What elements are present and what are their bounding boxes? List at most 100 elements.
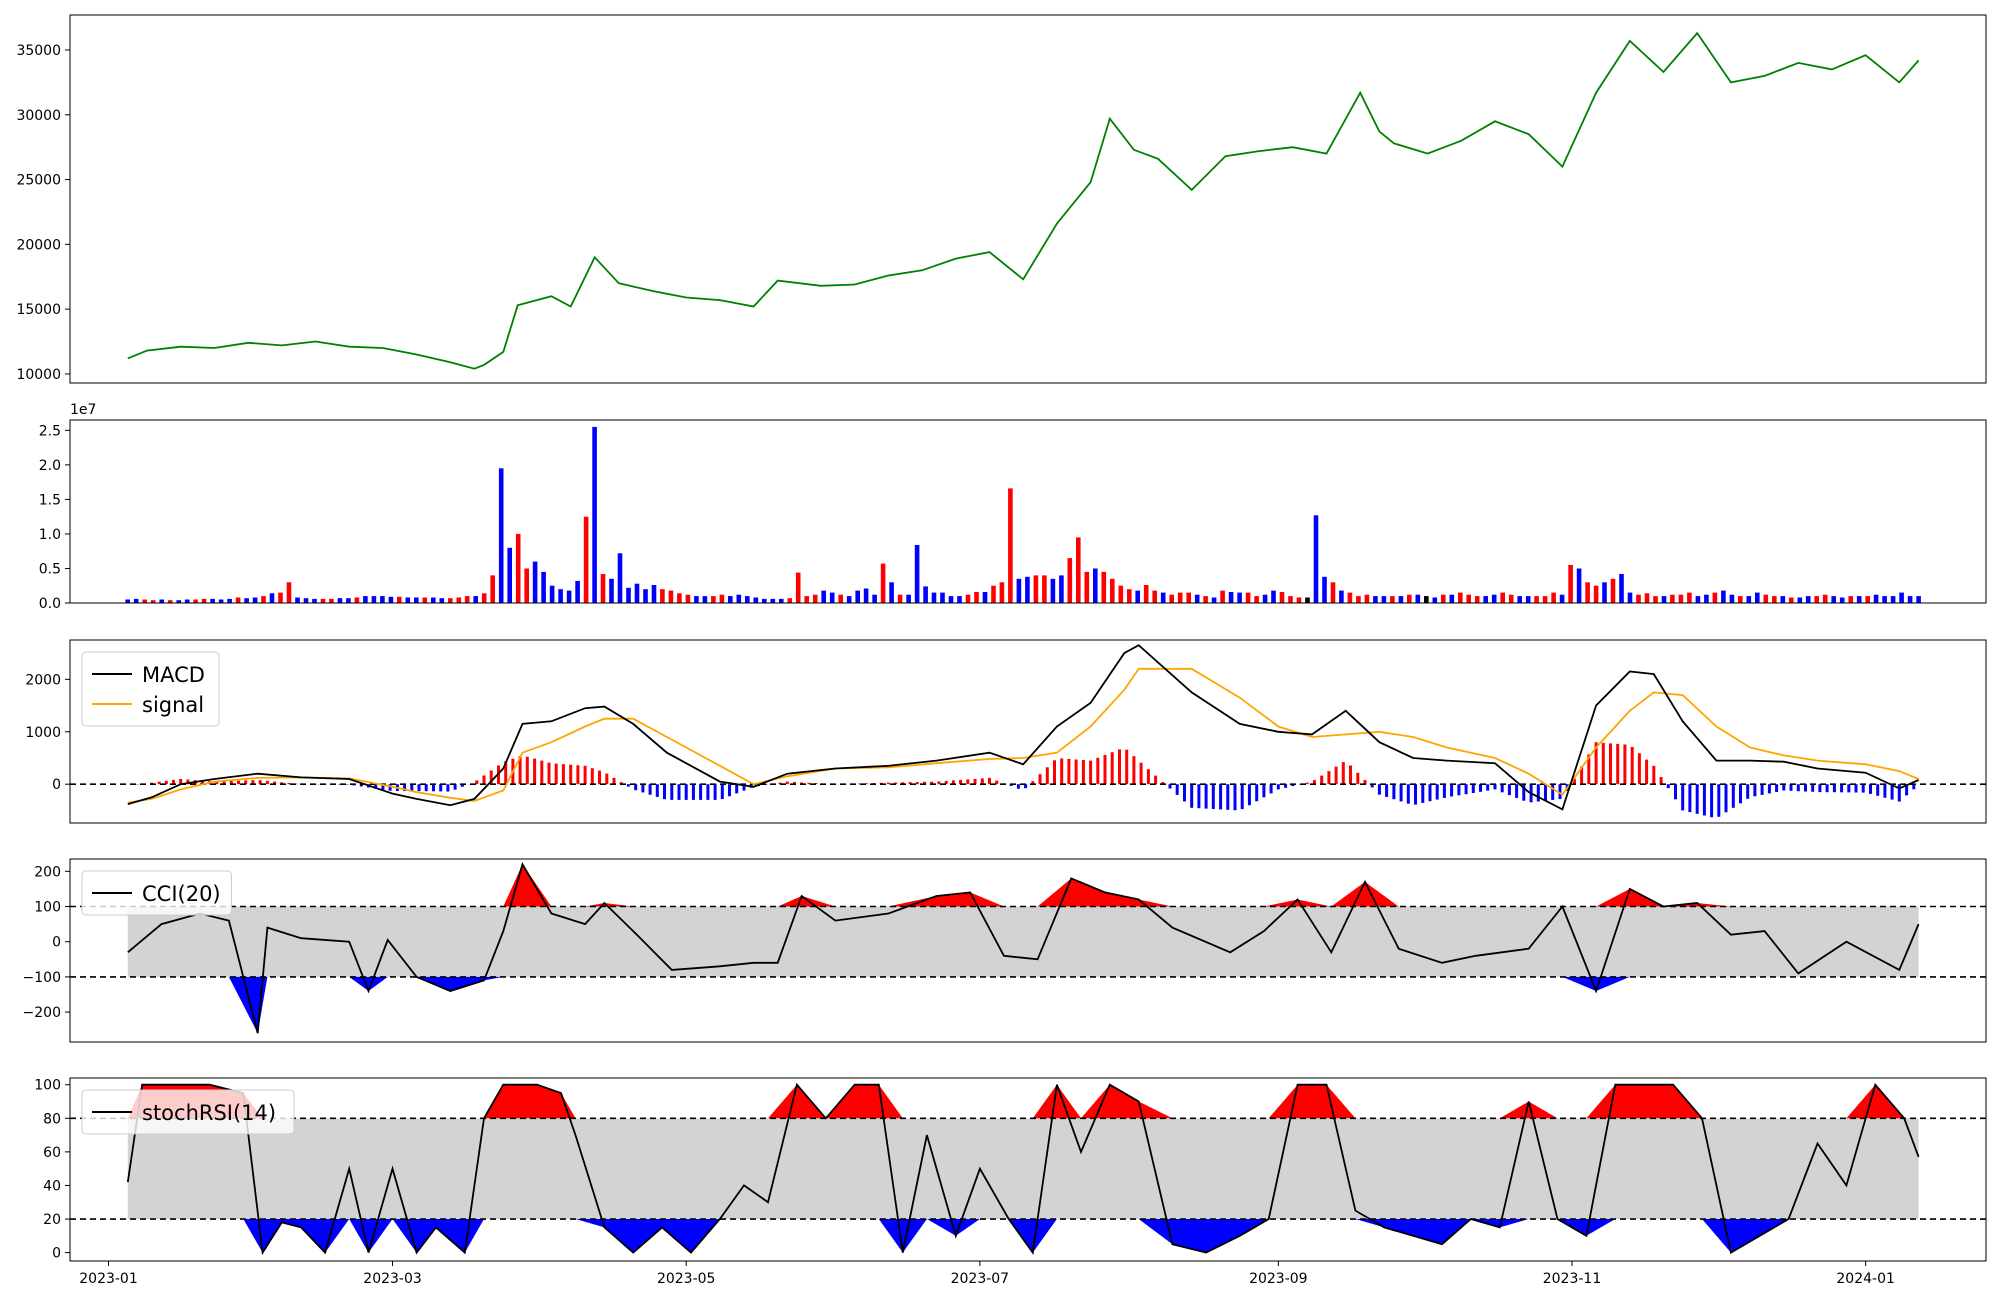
macd-histogram-bar (504, 761, 508, 785)
volume-panel: 1e7 0.0 0.5 1.0 1.5 2.0 2.5 (39, 402, 1987, 612)
volume-bar (1585, 582, 1590, 603)
macd-histogram-bar (1139, 762, 1143, 785)
macd-histogram-bar (988, 777, 991, 785)
volume-bar (1381, 596, 1387, 603)
volume-bar (1797, 597, 1803, 603)
macd-histogram-bar (1428, 784, 1432, 802)
volume-bar (1398, 596, 1404, 603)
legend-box (81, 651, 220, 727)
volume-bar (1152, 590, 1157, 603)
volume-bar (1110, 578, 1115, 603)
macd-histogram-bar (1471, 784, 1475, 793)
x-tick-label: 2023-03 (363, 1271, 422, 1287)
volume-bar (1865, 596, 1870, 603)
volume-bar (1721, 590, 1726, 603)
macd-histogram-bar (1327, 771, 1331, 785)
macd-histogram-bar (374, 784, 378, 789)
macd-histogram-bar (1377, 784, 1381, 795)
volume-bar (1873, 594, 1879, 603)
macd-histogram-bar (345, 784, 349, 785)
macd-histogram-bar (533, 758, 537, 785)
volume-bar (1627, 592, 1633, 603)
macd-histogram-bar (1507, 784, 1511, 796)
cci-band (127, 906, 1919, 977)
volume-bar (617, 553, 623, 603)
volume-bar (651, 585, 657, 603)
volume-bar (1534, 596, 1539, 603)
volume-bar (1899, 592, 1904, 603)
macd-histogram-bar (894, 782, 898, 785)
volume-bar (1449, 594, 1455, 603)
macd-histogram-bar (1905, 784, 1909, 796)
macd-histogram-bar (540, 760, 544, 785)
macd-histogram-bar (1305, 782, 1309, 785)
macd-histogram-bar (1897, 784, 1901, 802)
volume-bar (1738, 596, 1743, 603)
macd-histogram-bar (1435, 784, 1439, 800)
volume-bar (880, 563, 886, 603)
volume-bar (855, 590, 860, 603)
macd-histogram-bar (547, 762, 551, 785)
macd-histogram-bar (655, 784, 659, 797)
volume-bar (1712, 592, 1718, 603)
macd-histogram-bar (287, 783, 291, 785)
volume-bar (1177, 592, 1183, 603)
volume-bar (218, 599, 224, 603)
volume-bar (1653, 596, 1658, 603)
macd-histogram-bar (1594, 742, 1598, 785)
macd-histogram-bar (1464, 784, 1468, 795)
volume-bar (414, 597, 419, 603)
volume-bar (770, 598, 776, 603)
volume-bar (728, 596, 733, 603)
macd-histogram-bar (1284, 784, 1288, 788)
volume-bar (583, 516, 589, 603)
macd-histogram-bar (1739, 784, 1742, 804)
volume-bar (1593, 585, 1599, 603)
macd-histogram-bar (1060, 758, 1064, 785)
y-tick-label: 30000 (16, 108, 61, 124)
macd-histogram-bar (677, 784, 681, 800)
macd-histogram-bar (1016, 784, 1020, 789)
volume-bar (532, 561, 538, 603)
macd-histogram-bar (432, 784, 435, 792)
macd-histogram-bar (1587, 754, 1591, 785)
macd-histogram-bar (1515, 784, 1519, 798)
volume-bar (948, 596, 954, 603)
volume-bar (210, 598, 215, 603)
macd-histogram-bar (980, 778, 984, 785)
volume-bar (923, 586, 928, 603)
macd-histogram-bar (1825, 784, 1829, 793)
macd-histogram-bar (388, 784, 392, 791)
volume-bar (1347, 592, 1353, 603)
volume-bar (1127, 589, 1132, 603)
volume-bar (1076, 537, 1081, 603)
macd-histogram-bar (1832, 784, 1836, 793)
volume-bar (829, 592, 835, 603)
macd-histogram-bar (251, 780, 255, 785)
macd-histogram-bar (1681, 784, 1685, 811)
volume-bar (507, 547, 512, 603)
volume-bar (804, 596, 809, 603)
volume-bar (1551, 592, 1556, 603)
macd-histogram-bar (1161, 782, 1165, 785)
volume-bar (1814, 596, 1819, 603)
macd-histogram-bar (1609, 743, 1612, 785)
macd-histogram-bar (1262, 784, 1266, 798)
macd-histogram-bar (1240, 784, 1244, 810)
y-tick-label: 35000 (16, 43, 61, 59)
volume-bar (889, 582, 894, 603)
volume-bar (592, 426, 597, 603)
volume-bar (1016, 578, 1022, 603)
y-tick-label: 25000 (16, 173, 61, 189)
macd-histogram-bar (1659, 777, 1663, 785)
volume-bar (515, 533, 521, 603)
y-tick-label: 20 (43, 1212, 61, 1228)
volume-bar (787, 598, 793, 603)
macd-histogram-bar (1861, 784, 1865, 793)
macd-histogram-bar (280, 782, 284, 785)
macd-histogram-bar (1334, 766, 1338, 785)
volume-bar (685, 594, 691, 603)
volume-bar (1415, 594, 1421, 603)
macd-histogram-bar (598, 770, 601, 785)
macd-histogram-bar (1580, 766, 1584, 785)
